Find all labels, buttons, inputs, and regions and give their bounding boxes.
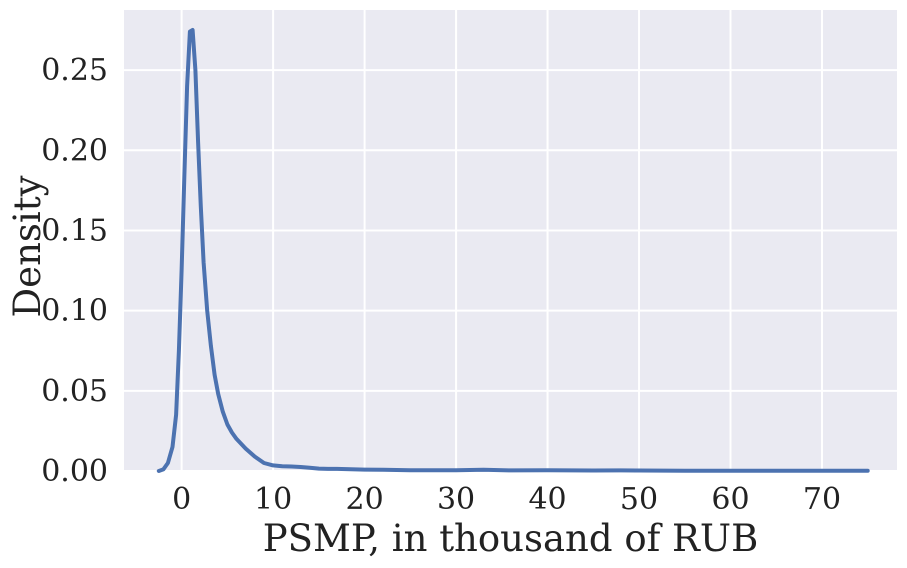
series-layer — [156, 28, 870, 473]
y-tick-label: 0.00 — [41, 454, 108, 489]
x-tick-label: 50 — [620, 482, 658, 517]
y-tick-label: 0.15 — [41, 213, 108, 248]
y-axis-ticks: 0.00 0.05 0.10 0.15 0.20 0.25 — [41, 53, 108, 489]
y-tick-label: 0.25 — [41, 53, 108, 88]
plot-area — [124, 10, 897, 471]
x-tick-label: 20 — [345, 482, 383, 517]
x-axis-title: PSMP, in thousand of RUB — [263, 517, 759, 560]
grid — [124, 10, 897, 472]
y-tick-label: 0.10 — [41, 294, 108, 329]
x-axis-ticks: 0 10 20 30 40 50 60 70 — [172, 482, 841, 517]
density-line — [156, 28, 870, 473]
x-tick-label: 40 — [528, 482, 566, 517]
x-tick-label: 30 — [437, 482, 475, 517]
x-tick-label: 10 — [254, 482, 292, 517]
y-axis-title: Density — [6, 175, 49, 317]
y-tick-label: 0.20 — [41, 133, 108, 168]
x-tick-label: 0 — [172, 482, 191, 517]
y-tick-label: 0.05 — [41, 374, 108, 409]
x-tick-label: 60 — [711, 482, 749, 517]
x-tick-label: 70 — [803, 482, 841, 517]
